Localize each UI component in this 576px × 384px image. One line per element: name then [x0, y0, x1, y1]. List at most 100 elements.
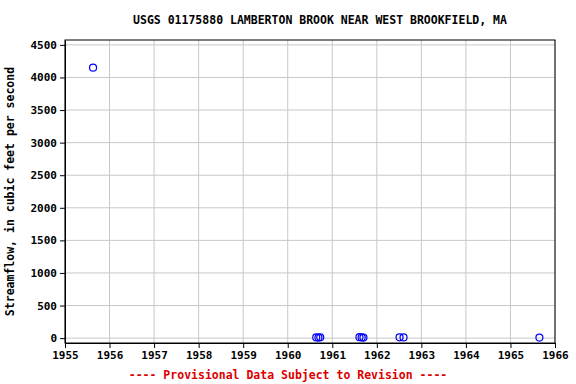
axis-line	[65, 41, 66, 344]
point	[360, 334, 367, 341]
tick-mark	[154, 343, 155, 348]
tick: 1000	[31, 267, 66, 280]
tick-label: 1966	[542, 349, 569, 362]
tick-mark	[243, 343, 244, 348]
tick-label: 1000	[31, 267, 58, 280]
tick-mark	[377, 343, 378, 348]
grid-line-x	[287, 40, 288, 343]
tick: 1960	[275, 343, 302, 362]
tick: 500	[37, 300, 65, 313]
tick-label: 1500	[31, 234, 58, 247]
tick-mark	[555, 343, 556, 348]
tick-mark	[60, 306, 65, 307]
tick: 0	[50, 332, 65, 345]
tick-label: 2000	[31, 202, 58, 215]
tick-mark	[60, 240, 65, 241]
tick: 1964	[453, 343, 480, 362]
point	[536, 334, 543, 341]
tick-mark	[288, 343, 289, 348]
grid-line-x	[376, 40, 377, 343]
tick: 3500	[31, 104, 66, 117]
point	[317, 334, 324, 341]
grid-line-x	[198, 40, 199, 343]
grid-line-x	[510, 40, 511, 343]
tick-label: 500	[37, 300, 57, 313]
tick-mark	[510, 343, 511, 348]
tick-mark	[65, 343, 66, 348]
grid-line-y	[65, 44, 555, 45]
tick-mark	[332, 343, 333, 348]
tick: 1965	[498, 343, 525, 362]
grid-line-y	[65, 207, 555, 208]
tick-label: 1960	[275, 349, 302, 362]
grid	[65, 40, 555, 343]
tick: 1963	[409, 343, 436, 362]
tick: 4000	[31, 71, 66, 84]
tick-mark	[60, 175, 65, 176]
tick: 1955	[52, 343, 79, 362]
grid-line-y	[65, 305, 555, 306]
point	[400, 334, 407, 341]
grid-line-y	[65, 240, 555, 241]
tick-label: 1959	[230, 349, 257, 362]
axis-line	[66, 343, 556, 344]
tick-mark	[60, 77, 65, 78]
grid-line-x	[421, 40, 422, 343]
y-axis-title: Streamflow, in cubic feet per second	[3, 67, 17, 316]
grid-line-y	[65, 175, 555, 176]
tick: 4500	[31, 39, 66, 52]
tick: 2500	[31, 169, 66, 182]
tick: 2000	[31, 202, 66, 215]
x-axis: 1955 1956 1957 1958 1959 1960 1961 1962 1963 1964…	[52, 343, 569, 362]
tick-mark	[60, 45, 65, 46]
points	[90, 64, 543, 341]
grid-line-x	[154, 40, 155, 343]
tick-label: 1958	[186, 349, 213, 362]
tick: 1500	[31, 234, 66, 247]
grid-line-x	[109, 40, 110, 343]
grid-line-y	[65, 77, 555, 78]
tick-label: 1961	[320, 349, 347, 362]
tick-mark	[466, 343, 467, 348]
grid-line-x	[332, 40, 333, 343]
grid-line-y	[65, 142, 555, 143]
tick-label: 1957	[141, 349, 168, 362]
grid-line-y	[65, 110, 555, 111]
tick: 1962	[364, 343, 391, 362]
chart: 1955 1956 1957 1958 1959 1960 1961 1962 1963 1964…	[0, 0, 576, 384]
tick: 1958	[186, 343, 213, 362]
tick: 1966	[542, 343, 569, 362]
tick-label: 1963	[409, 349, 436, 362]
grid-line-y	[65, 338, 555, 339]
tick: 1961	[320, 343, 347, 362]
tick: 3000	[31, 137, 66, 150]
tick: 1959	[230, 343, 257, 362]
plot-frame	[65, 40, 555, 343]
title: USGS 01175880 LAMBERTON BROOK NEAR WEST …	[133, 13, 507, 27]
tick-label: 1956	[97, 349, 124, 362]
tick-label: 2500	[31, 169, 58, 182]
tick-label: 3500	[31, 104, 58, 117]
tick-mark	[60, 273, 65, 274]
tick: 1956	[97, 343, 124, 362]
tick: 1957	[141, 343, 168, 362]
tick-mark	[60, 208, 65, 209]
grid-line-x	[243, 40, 244, 343]
point	[90, 64, 97, 71]
tick-label: 1965	[498, 349, 525, 362]
tick-label: 1955	[52, 349, 79, 362]
grid-line-y	[65, 272, 555, 273]
tick-mark	[60, 143, 65, 144]
tick-label: 4000	[31, 71, 58, 84]
tick-label: 1962	[364, 349, 391, 362]
tick-label: 3000	[31, 137, 58, 150]
tick-label: 1964	[453, 349, 480, 362]
y-axis: 0 500 1000 1500 2000 2500 3000 3500 4000 4500	[31, 39, 66, 345]
annotation: ---- Provisional Data Subject to Revisio…	[129, 368, 448, 382]
tick-mark	[110, 343, 111, 348]
tick-label: 4500	[31, 39, 58, 52]
tick-mark	[60, 110, 65, 111]
grid-line-x	[465, 40, 466, 343]
tick-mark	[60, 338, 65, 339]
tick-label: 0	[50, 332, 57, 345]
